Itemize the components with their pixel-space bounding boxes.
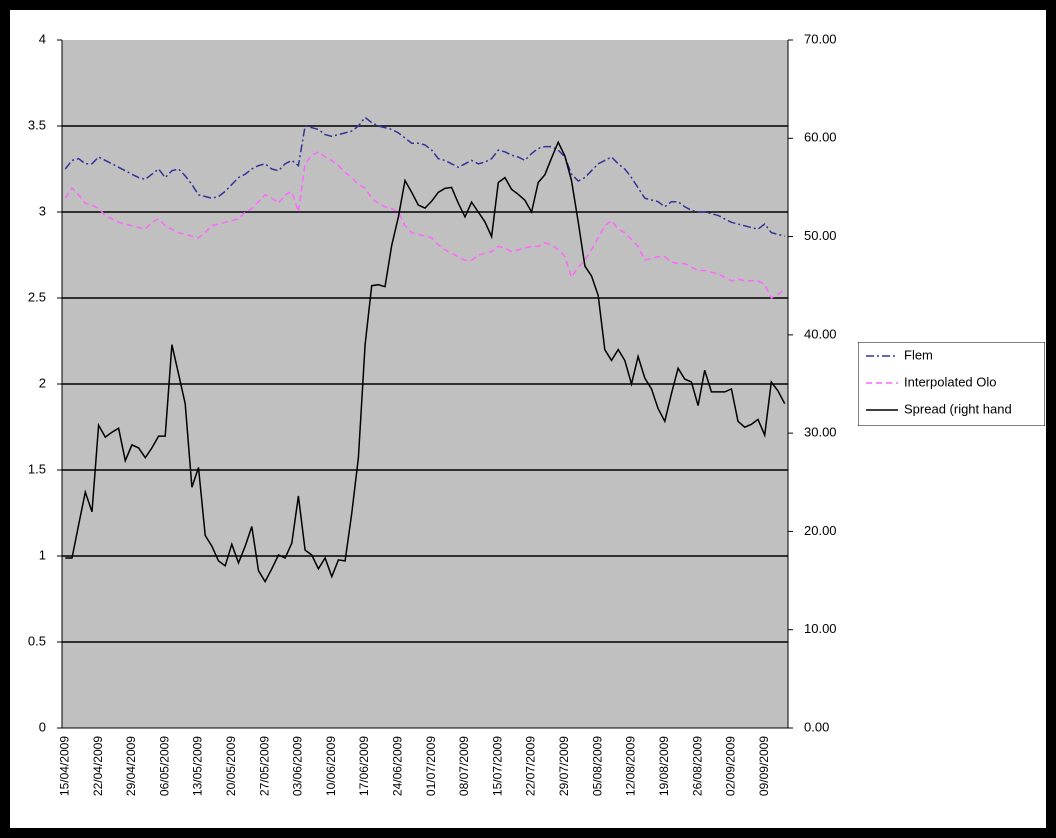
y2-tick-label: 20.00 [804,523,837,538]
y2-tick-label: 0.00 [804,719,829,734]
y2-tick-label: 10.00 [804,621,837,636]
x-tick-label: 17/06/2009 [357,736,371,796]
y2-tick-label: 70.00 [804,31,837,46]
y2-tick-label: 60.00 [804,130,837,145]
x-tick-label: 29/04/2009 [124,736,138,796]
y2-tick-label: 40.00 [804,326,837,341]
y-tick-label: 2.5 [28,289,46,304]
x-tick-label: 05/08/2009 [590,736,604,796]
y-tick-label: 1.5 [28,461,46,476]
series-line [64,116,785,237]
legend-label: Interpolated Olo [904,374,997,389]
legend: Flem Interpolated Olo Spread (right hand [858,342,1045,426]
x-tick-label: 19/08/2009 [657,736,671,796]
x-tick-label: 08/07/2009 [457,736,471,796]
series-line [65,140,786,584]
x-tick-label: 13/05/2009 [191,736,205,796]
y-tick-label: 2 [39,375,46,390]
series-line [64,150,786,300]
x-tick-label: 22/04/2009 [91,736,105,796]
y-tick-label: 0.5 [28,633,46,648]
x-tick-label: 26/08/2009 [690,736,704,796]
y-tick-label: 0 [39,719,46,734]
y-tick-label: 1 [39,547,46,562]
legend-label: Spread (right hand [904,401,1012,416]
y-tick-label: 4 [39,31,46,46]
x-tick-label: 02/09/2009 [724,736,738,796]
x-tick-label: 15/04/2009 [58,736,72,796]
x-tick-label: 27/05/2009 [257,736,271,796]
y2-tick-label: 50.00 [804,228,837,243]
x-tick-label: 15/07/2009 [490,736,504,796]
x-tick-label: 24/06/2009 [391,736,405,796]
x-tick-label: 01/07/2009 [424,736,438,796]
x-tick-label: 09/09/2009 [757,736,771,796]
x-tick-label: 20/05/2009 [224,736,238,796]
legend-label: Flem [904,347,933,362]
x-tick-label: 22/07/2009 [524,736,538,796]
y-tick-label: 3 [39,203,46,218]
x-tick-label: 06/05/2009 [157,736,171,796]
y2-tick-label: 30.00 [804,425,837,440]
x-tick-label: 12/08/2009 [624,736,638,796]
x-tick-label: 29/07/2009 [557,736,571,796]
x-tick-label: 03/06/2009 [291,736,305,796]
x-tick-label: 10/06/2009 [324,736,338,796]
y-tick-label: 3.5 [28,117,46,132]
